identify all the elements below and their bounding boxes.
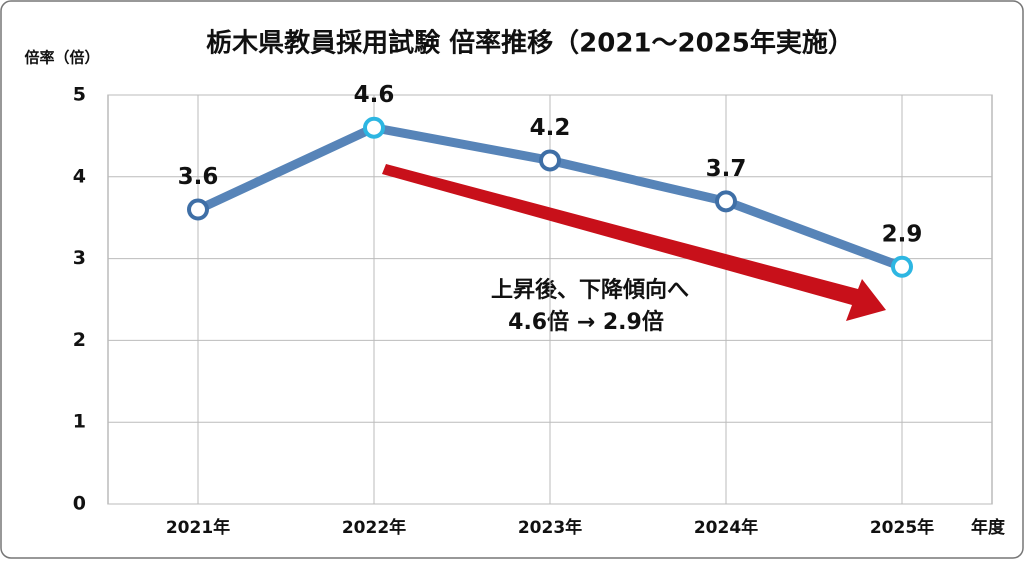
y-tick-label: 4: [73, 165, 86, 187]
x-tick-label: 2022年: [342, 517, 406, 538]
point: [539, 149, 561, 172]
x-axis-label: 年度: [971, 517, 1006, 538]
chart-title: 栃木県教員採用試験 倍率推移（2021〜2025年実施）: [206, 28, 854, 59]
trend-arrow: [382, 164, 886, 321]
point: [187, 198, 209, 221]
y-tick-label: 2: [73, 329, 86, 351]
point: [715, 190, 737, 213]
y-tick-label: 0: [73, 493, 86, 515]
data-label: 3.6: [178, 164, 219, 190]
data-label: 2.9: [882, 221, 923, 247]
annotation: 上昇後、下降傾向へ: [491, 277, 689, 303]
y-tick-label: 3: [73, 247, 86, 269]
x-tick-label: 2025年: [870, 517, 934, 538]
point: [363, 116, 385, 139]
y-tick-label: 1: [73, 411, 86, 433]
x-tick-label: 2023年: [518, 517, 582, 538]
data-label: 3.7: [706, 156, 747, 182]
data-label: 4.6: [354, 82, 395, 108]
y-axis-label: 倍率（倍）: [24, 49, 99, 67]
x-tick-label: 2024年: [694, 517, 758, 538]
y-tick-label: 5: [73, 84, 86, 106]
annotation: 4.6倍 → 2.9倍: [508, 309, 664, 335]
x-tick-label: 2021年: [166, 517, 230, 538]
point: [891, 255, 913, 278]
data-label: 4.2: [530, 115, 571, 141]
